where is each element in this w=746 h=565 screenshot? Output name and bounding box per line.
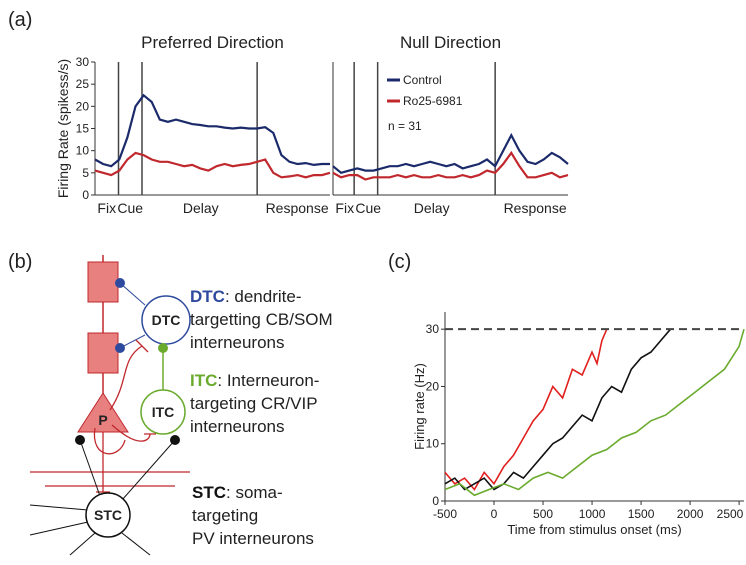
phase-label: Response [266, 200, 329, 216]
diagram-shape [93, 427, 126, 455]
panel-label: (c) [388, 251, 411, 273]
chart-title: Null Direction [400, 33, 501, 52]
diagram-shape [121, 532, 151, 556]
x-tick-label: 1000 [579, 507, 606, 521]
panel-label: (a) [8, 9, 32, 31]
legend-label: Control [403, 73, 442, 87]
y-tick-label: 25 [76, 77, 90, 91]
x-tick-label: 0 [491, 507, 498, 521]
diagram-shape [121, 439, 176, 501]
y-axis-label: Firing Rate (spikess/s) [55, 59, 71, 198]
description: DTC: dendrite-targetting CB/SOM interneur… [190, 287, 333, 352]
description-line: : Interneuron- [217, 371, 319, 390]
diagram-shape [29, 521, 89, 536]
description-term: STC [192, 483, 226, 502]
series-line [444, 328, 672, 491]
diagram-shape [69, 532, 96, 556]
diagram-shape [29, 504, 89, 511]
phase-label: Cue [355, 200, 381, 216]
y-tick-label: 30 [76, 55, 90, 69]
diagram-shape [111, 424, 156, 442]
y-tick-label: 0 [82, 188, 89, 202]
y-axis-label: Firing rate (Hz) [412, 363, 427, 450]
x-tick-label: 2500 [717, 507, 744, 521]
diagram-shape [109, 339, 149, 411]
phase-label: Delay [414, 200, 450, 216]
y-tick-label: 10 [426, 437, 440, 451]
node-label: P [98, 412, 107, 428]
x-tick-label: -500 [433, 507, 457, 521]
chart-title: Preferred Direction [141, 33, 284, 52]
series-line [94, 93, 330, 168]
description-line: interneurons [190, 333, 285, 352]
phase-label: Delay [183, 200, 219, 216]
description-line: : dendrite- [225, 287, 302, 306]
node-label: DTC [152, 312, 181, 328]
diagram-shape [119, 282, 146, 306]
x-tick-label: 1500 [628, 507, 655, 521]
description-line: targetting CB/SOM [190, 310, 333, 329]
diagram-shape [158, 343, 168, 353]
y-tick-label: 0 [432, 494, 439, 508]
phase-label: Fix [335, 200, 354, 216]
x-tick-label: 500 [533, 507, 553, 521]
x-tick-label: 2000 [677, 507, 704, 521]
y-tick-label: 15 [76, 122, 90, 136]
series-line [332, 132, 569, 175]
y-tick-label: 5 [82, 166, 89, 180]
diagram-shape [75, 435, 85, 445]
panel-label: (b) [8, 251, 32, 273]
series-line [444, 328, 745, 497]
diagram-shape [115, 343, 125, 353]
y-tick-label: 20 [426, 379, 440, 393]
description: STC: soma-targeting PV interneurons [192, 483, 314, 548]
series-line [94, 151, 331, 179]
diagram-shape [87, 261, 119, 303]
series-line [444, 328, 608, 491]
legend-label: Ro25-6981 [403, 94, 463, 108]
phase-label: Cue [117, 200, 143, 216]
y-tick-label: 30 [426, 322, 440, 336]
diagram-shape [85, 492, 131, 538]
diagram-shape [79, 439, 101, 497]
diagram-shape [87, 332, 119, 374]
description: ITC: Interneuron-targeting CR/VIP interne… [190, 371, 319, 436]
circuit-diagram [29, 255, 191, 556]
node-label: STC [94, 507, 122, 523]
phase-label: Fix [97, 200, 116, 216]
node-label: ITC [152, 404, 175, 420]
description-line: targeting CR/VIP [190, 394, 318, 413]
x-axis-label: Time from stimulus onset (ms) [507, 522, 681, 537]
description-line: PV interneurons [192, 529, 314, 548]
diagram-shape [115, 278, 125, 288]
description-term: ITC [190, 371, 217, 390]
description-line: targeting [192, 506, 258, 525]
phase-label: Response [504, 200, 567, 216]
y-tick-label: 20 [76, 99, 90, 113]
annotation: n = 31 [388, 119, 422, 133]
description-line: interneurons [190, 417, 285, 436]
description-term: DTC [190, 287, 225, 306]
y-tick-label: 10 [76, 144, 90, 158]
description-line: : soma- [226, 483, 283, 502]
diagram-shape [140, 389, 186, 435]
series-line [332, 150, 569, 181]
diagram-shape [170, 435, 180, 445]
